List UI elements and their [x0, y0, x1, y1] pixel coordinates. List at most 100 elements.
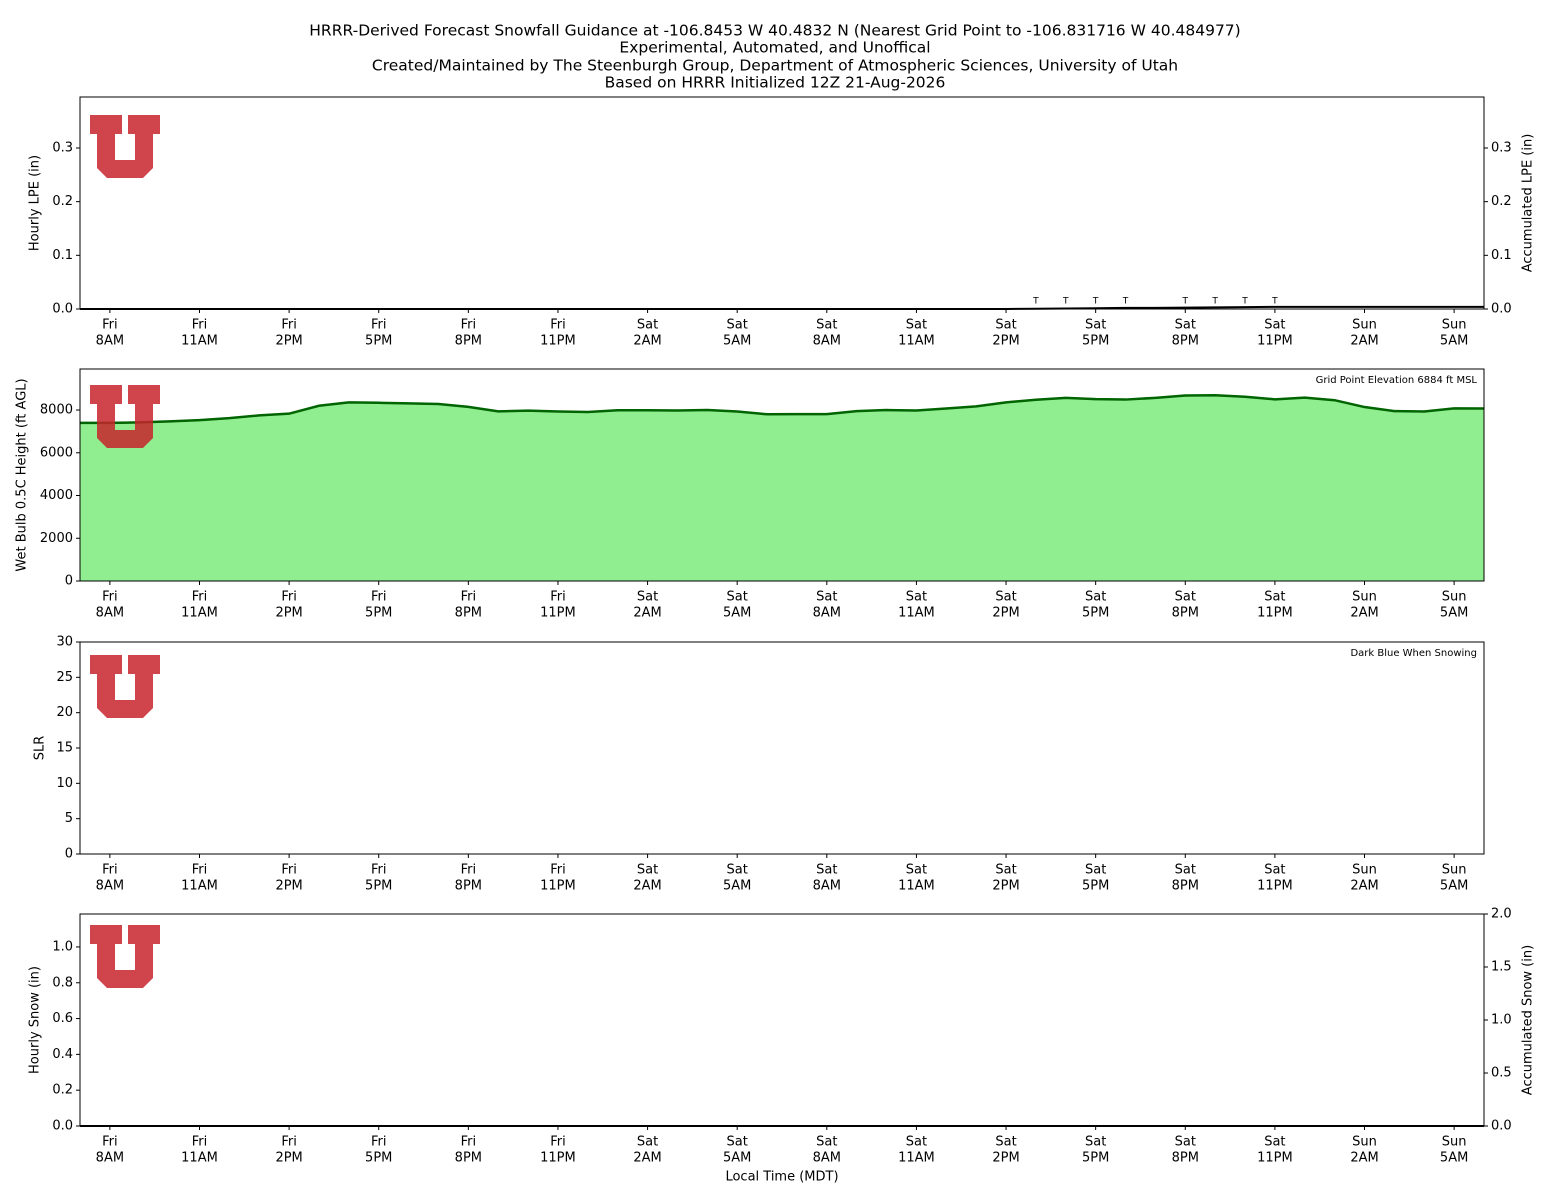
x-tick-label: 5PM — [365, 879, 392, 894]
x-tick-label: 8AM — [96, 606, 124, 621]
x-tick-label: Sat — [995, 318, 1016, 333]
line — [80, 394, 1485, 425]
y-axis-label: Hourly Snow (in) — [28, 966, 43, 1074]
y-axis-label: Hourly LPE (in) — [28, 155, 43, 251]
logo — [90, 655, 160, 718]
x-tick-label: Sat — [1175, 863, 1196, 878]
trace-label: T — [1062, 297, 1069, 307]
x-tick-label: 2PM — [275, 606, 302, 621]
x-tick-label: 11PM — [540, 1151, 576, 1166]
x-tick-label: Sat — [816, 863, 837, 878]
trace-label: T — [1211, 297, 1218, 307]
x-tick-label: 11PM — [1257, 1151, 1293, 1166]
logo — [90, 115, 160, 178]
x-tick-label: 8PM — [1172, 606, 1199, 621]
x-tick-label: 11AM — [898, 334, 935, 349]
x-tick-label: Sat — [1264, 863, 1285, 878]
x-tick-label: Sun — [1352, 318, 1377, 333]
x-tick-label: 11AM — [898, 606, 935, 621]
x-tick-label: Sat — [816, 590, 837, 605]
x-tick-label: Sat — [1264, 590, 1285, 605]
x-tick-label: Fri — [550, 863, 566, 878]
x-tick-label: Sat — [637, 863, 658, 878]
y-tick-label: 4000 — [40, 488, 73, 503]
x-tick-label: Sat — [1085, 318, 1106, 333]
x-tick-label: Fri — [102, 318, 118, 333]
x-tick-label: Sat — [1085, 590, 1106, 605]
y-tick-label: 15 — [56, 741, 73, 756]
x-tick-label: Sat — [816, 1135, 837, 1150]
trace-label: T — [1271, 297, 1278, 307]
y2-tick-label: 0.5 — [1491, 1066, 1512, 1081]
x-tick-label: 8PM — [455, 334, 482, 349]
x-tick-label: 8AM — [96, 879, 124, 894]
x-tick-label: 5AM — [723, 334, 751, 349]
trace-label: T — [1032, 297, 1039, 307]
x-tick-label: Sat — [995, 590, 1016, 605]
title-line: Experimental, Automated, and Unoffical — [619, 39, 930, 57]
x-tick-label: Fri — [461, 863, 477, 878]
x-tick-label: Fri — [461, 590, 477, 605]
y-tick-label: 0.0 — [52, 1119, 73, 1134]
x-tick-label: Sat — [1085, 1135, 1106, 1150]
y-axis-label: Wet Bulb 0.5C Height (ft AGL) — [15, 378, 30, 571]
x-tick-label: Sat — [727, 1135, 748, 1150]
x-tick-label: Sat — [1085, 863, 1106, 878]
x-tick-label: 2AM — [1350, 606, 1378, 621]
trace-label: T — [1182, 297, 1189, 307]
y-tick-label: 10 — [56, 776, 73, 791]
x-tick-label: Sat — [1264, 318, 1285, 333]
y2-tick-label: 1.5 — [1491, 960, 1512, 975]
y-tick-label: 0.6 — [52, 1011, 73, 1026]
x-tick-label: 5AM — [1440, 334, 1468, 349]
x-tick-label: Sat — [727, 863, 748, 878]
y2-tick-label: 0.2 — [1491, 194, 1512, 209]
y-tick-label: 20 — [56, 705, 73, 720]
y-tick-label: 0 — [65, 847, 73, 862]
y-tick-label: 0.4 — [52, 1047, 73, 1062]
x-tick-label: 8PM — [1172, 879, 1199, 894]
x-tick-label: Fri — [550, 590, 566, 605]
x-tick-label: 2AM — [633, 879, 661, 894]
y-tick-label: 0.1 — [52, 248, 73, 263]
x-tick-label: 11AM — [898, 879, 935, 894]
y-tick-label: 0.0 — [52, 302, 73, 317]
x-tick-label: 11PM — [540, 879, 576, 894]
x-tick-label: Sat — [1175, 318, 1196, 333]
x-tick-label: Fri — [371, 1135, 387, 1150]
y-tick-label: 2000 — [40, 531, 73, 546]
y2-axis-label: Accumulated Snow (in) — [1521, 945, 1536, 1095]
y2-tick-label: 0.0 — [1491, 302, 1512, 317]
axes-frame — [79, 368, 1485, 582]
x-tick-label: 5AM — [723, 879, 751, 894]
trace-label: T — [1241, 297, 1248, 307]
y2-tick-label: 1.0 — [1491, 1013, 1512, 1028]
x-tick-label: 5PM — [1082, 334, 1109, 349]
x-tick-label: Sat — [637, 1135, 658, 1150]
x-tick-label: 5AM — [1440, 879, 1468, 894]
x-tick-label: Sat — [727, 590, 748, 605]
x-tick-label: Fri — [550, 1135, 566, 1150]
x-tick-label: 5PM — [1082, 879, 1109, 894]
x-tick-label: 8PM — [1172, 334, 1199, 349]
x-tick-label: 5AM — [723, 1151, 751, 1166]
y-tick-label: 1.0 — [52, 939, 73, 954]
x-tick-label: 2AM — [1350, 879, 1378, 894]
x-tick-label: 11AM — [181, 606, 218, 621]
x-tick-label: Fri — [550, 318, 566, 333]
x-axis-label: Local Time (MDT) — [725, 1170, 838, 1185]
x-tick-label: 11AM — [181, 1151, 218, 1166]
x-tick-label: 2PM — [992, 606, 1019, 621]
x-tick-label: 8AM — [813, 1151, 841, 1166]
x-tick-label: 2AM — [1350, 334, 1378, 349]
x-tick-label: Fri — [192, 590, 208, 605]
axes-frame — [79, 913, 1485, 1127]
y-tick-label: 6000 — [40, 445, 73, 460]
x-tick-label: 8AM — [96, 334, 124, 349]
x-tick-label: Sat — [637, 318, 658, 333]
x-tick-label: Sun — [1442, 863, 1467, 878]
x-tick-label: 11PM — [1257, 879, 1293, 894]
x-tick-label: Fri — [192, 318, 208, 333]
x-tick-label: 8PM — [455, 1151, 482, 1166]
x-tick-label: Sun — [1352, 1135, 1377, 1150]
